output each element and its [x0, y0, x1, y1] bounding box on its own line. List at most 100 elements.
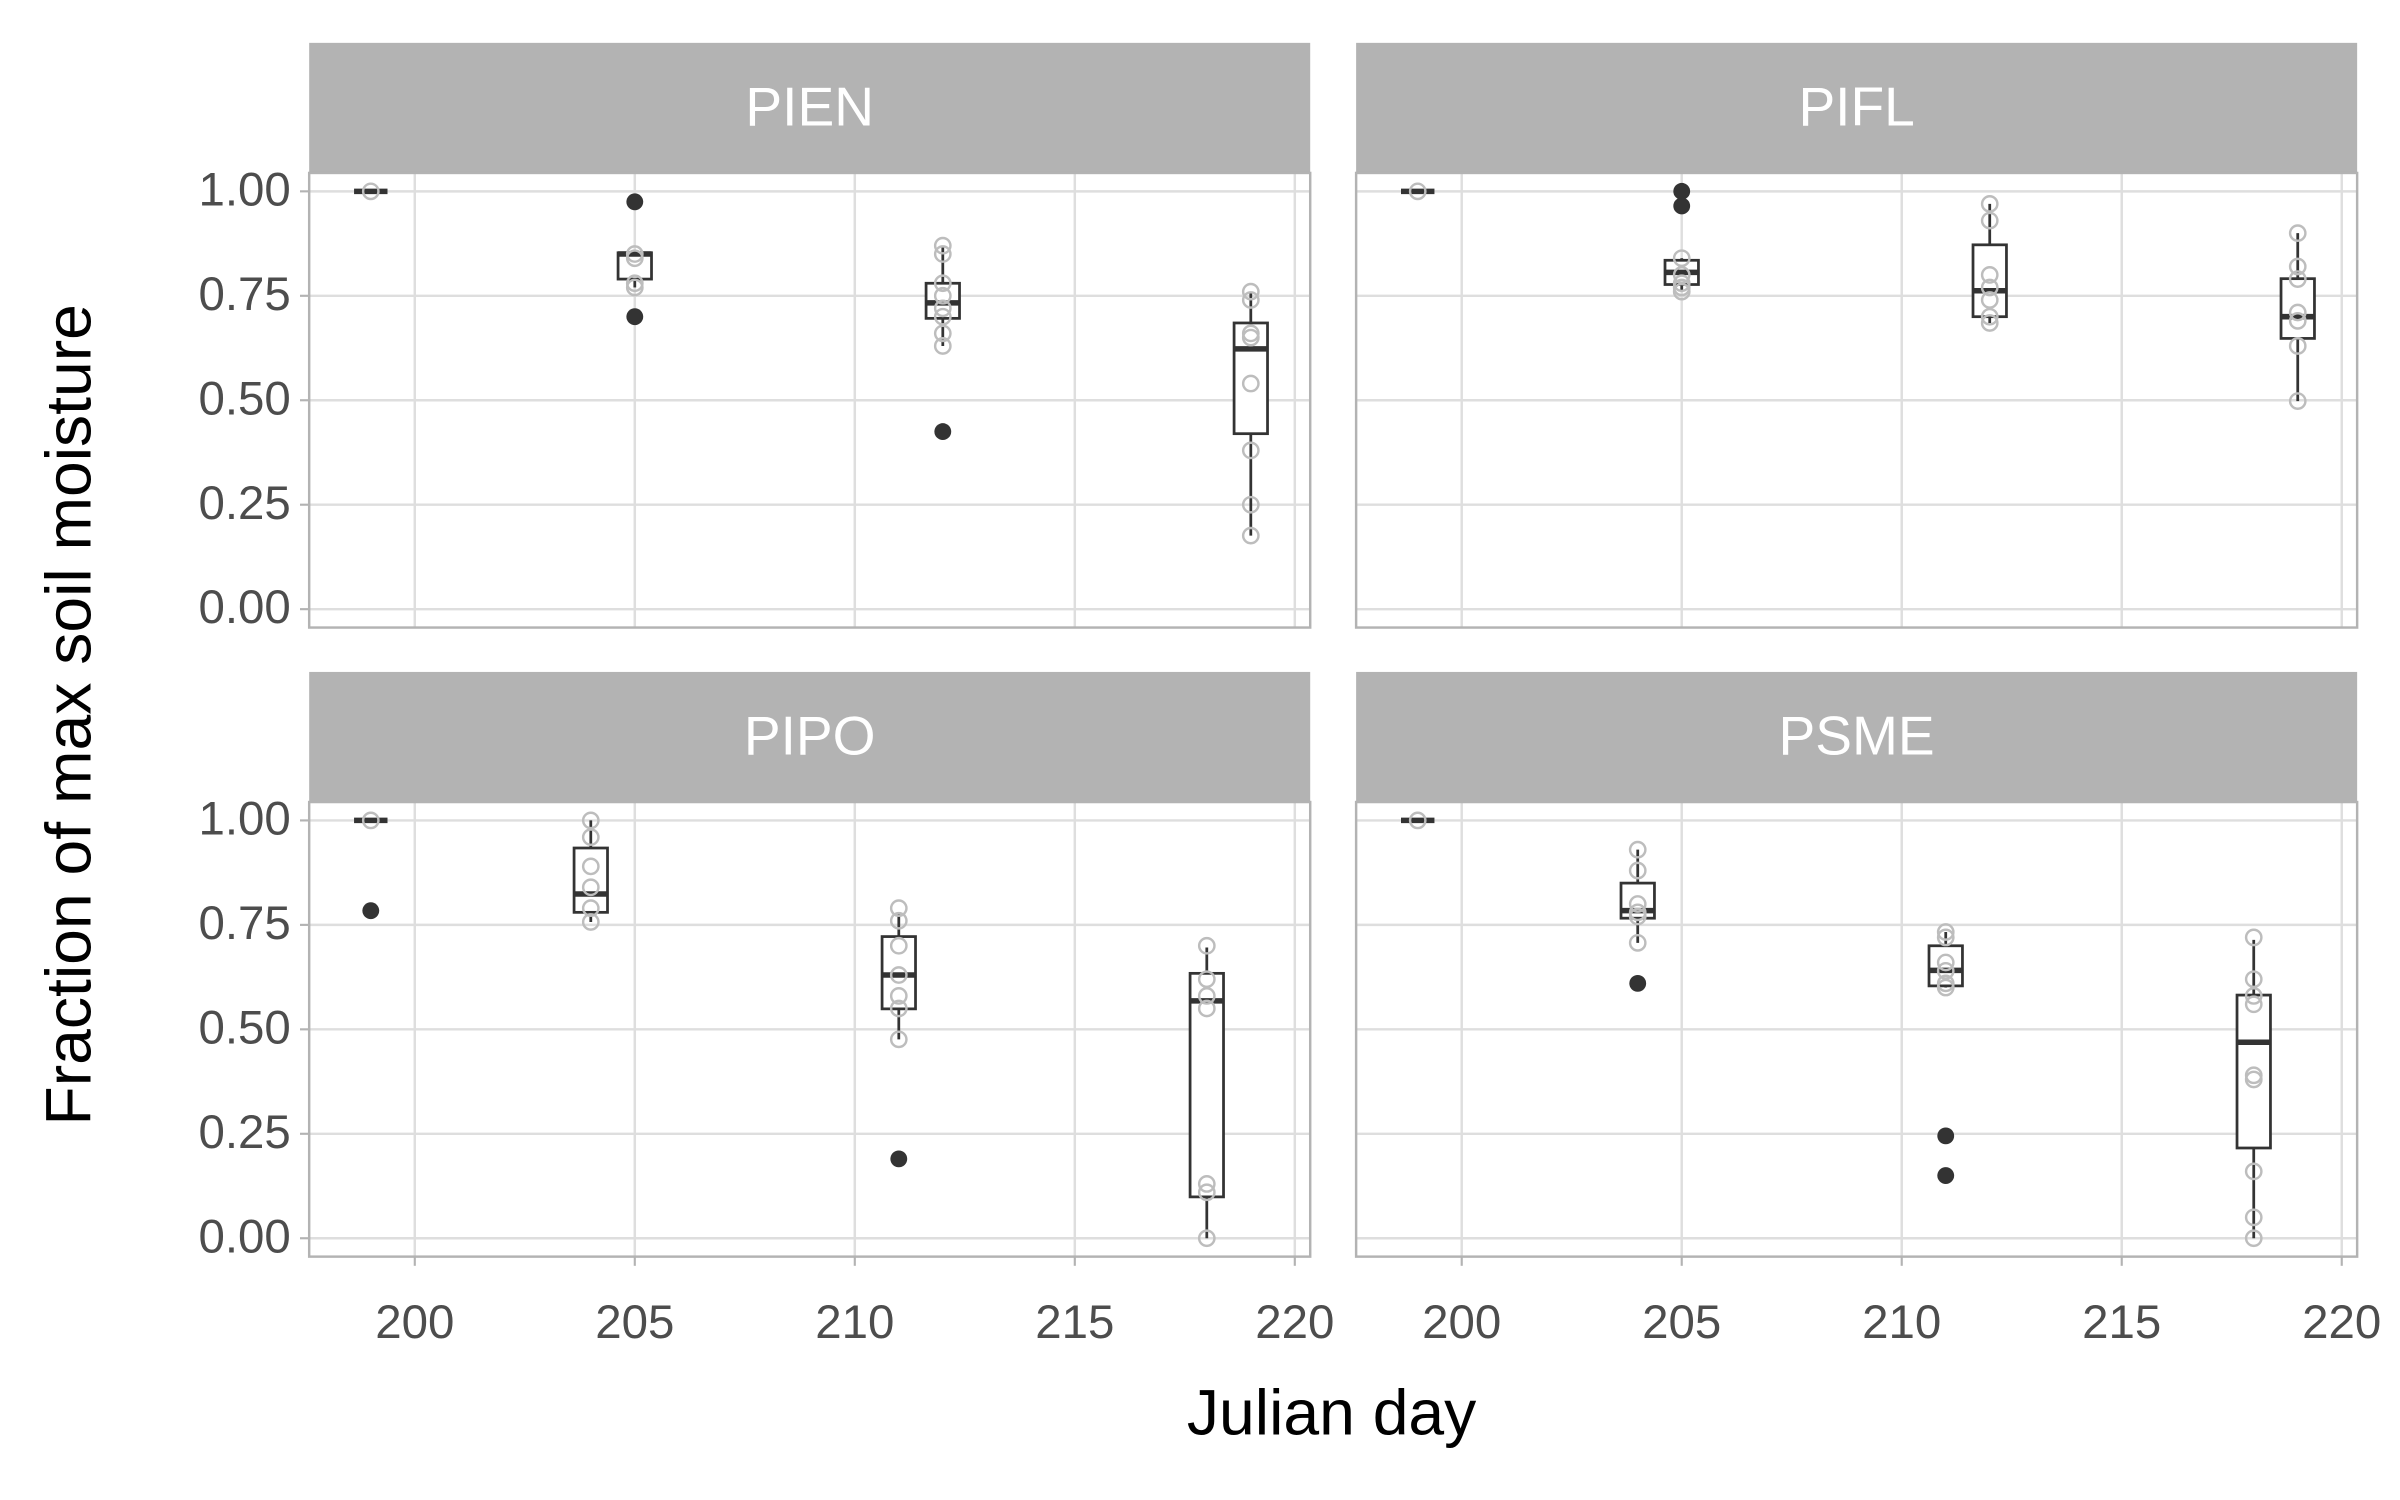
strip — [309, 671, 1311, 803]
x-tick-label: 200 — [375, 1296, 454, 1349]
point — [625, 249, 644, 268]
facet-title: PIEN — [745, 76, 874, 138]
point — [933, 324, 952, 343]
x-tick-label: 205 — [595, 1296, 674, 1349]
x-tick-label: 220 — [1255, 1296, 1334, 1349]
outlier — [1673, 197, 1691, 215]
facet-title: PIPO — [744, 705, 876, 767]
panel-border — [307, 171, 1312, 629]
point — [1980, 278, 1999, 297]
point — [1197, 1175, 1216, 1193]
point — [1241, 526, 1260, 545]
outlier — [362, 902, 380, 920]
point — [2288, 303, 2307, 322]
point — [1197, 936, 1216, 955]
point — [933, 236, 952, 255]
point — [1197, 987, 1216, 1005]
point — [1197, 970, 1216, 989]
panel-border — [307, 800, 1312, 1258]
outlier — [1937, 1167, 1955, 1184]
outlier — [626, 193, 644, 211]
point — [2288, 337, 2307, 355]
point — [581, 913, 600, 931]
point — [2288, 392, 2307, 410]
x-axis-title: Julian day — [1187, 1376, 1476, 1448]
point — [933, 299, 952, 318]
point — [2244, 928, 2263, 947]
outlier — [890, 1150, 908, 1168]
point — [581, 811, 600, 830]
box — [1232, 321, 1269, 436]
point — [2244, 970, 2263, 989]
point — [889, 936, 908, 955]
point — [581, 878, 600, 897]
point — [933, 286, 952, 305]
x-tick-label: 210 — [1862, 1296, 1941, 1349]
x-tick-label: 205 — [1642, 1296, 1721, 1349]
point — [1672, 249, 1691, 268]
point — [1197, 1183, 1216, 1202]
point — [581, 899, 600, 918]
outlier — [934, 423, 952, 441]
x-tick-label: 220 — [2302, 1296, 2381, 1349]
point — [1936, 953, 1955, 972]
box — [1971, 243, 2008, 319]
x-tick-label: 200 — [1422, 1296, 1501, 1349]
point — [1628, 840, 1647, 859]
y-tick-label: 1.00 — [198, 792, 290, 845]
point — [361, 182, 380, 201]
point — [889, 966, 908, 984]
point — [2288, 270, 2307, 288]
point — [1936, 923, 1955, 941]
point — [1197, 1229, 1216, 1248]
point — [1241, 291, 1260, 309]
point — [1936, 928, 1955, 947]
point — [2288, 257, 2307, 276]
point — [933, 274, 952, 293]
strip — [1356, 671, 2358, 803]
y-tick-label: 0.75 — [198, 268, 290, 321]
point — [1980, 266, 1999, 284]
point — [1936, 961, 1955, 980]
strip — [309, 42, 1311, 173]
point — [889, 899, 908, 918]
y-tick-label: 0.25 — [198, 1106, 290, 1159]
point — [2288, 224, 2307, 243]
point — [1980, 195, 1999, 213]
point — [889, 911, 908, 930]
point — [1628, 895, 1647, 913]
y-tick-label: 0.75 — [198, 897, 290, 950]
point — [2288, 311, 2307, 330]
box — [1188, 971, 1225, 1199]
facet-title: PSME — [1779, 705, 1935, 767]
point — [889, 999, 908, 1018]
y-tick-label: 0.00 — [198, 1210, 290, 1263]
point — [1672, 266, 1691, 284]
outlier — [1629, 974, 1647, 992]
point — [933, 337, 952, 355]
outlier — [1673, 182, 1691, 200]
point — [2244, 1229, 2263, 1248]
point — [1628, 907, 1647, 926]
point — [1241, 441, 1260, 460]
point — [933, 307, 952, 326]
point — [2244, 1070, 2263, 1089]
x-tick-label: 215 — [1035, 1296, 1114, 1349]
point — [2244, 987, 2263, 1005]
point — [1980, 307, 1999, 326]
point — [889, 987, 908, 1005]
y-tick-label: 0.50 — [198, 372, 290, 425]
point — [1980, 314, 1999, 332]
point — [361, 811, 380, 830]
point — [1672, 282, 1691, 301]
x-tick-label: 210 — [815, 1296, 894, 1349]
point — [2244, 1162, 2263, 1181]
x-tick-label: 215 — [2082, 1296, 2161, 1349]
point — [1628, 933, 1647, 952]
point — [1408, 182, 1427, 201]
point — [1408, 811, 1427, 830]
point — [581, 828, 600, 847]
y-tick-label: 0.50 — [198, 1001, 290, 1054]
